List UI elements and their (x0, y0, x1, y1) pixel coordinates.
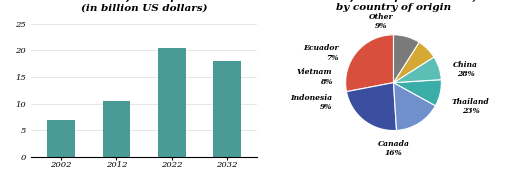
Text: Vietnam
8%: Vietnam 8% (296, 68, 332, 85)
Wedge shape (394, 42, 434, 83)
Wedge shape (394, 57, 441, 83)
Bar (158, 48, 185, 157)
Text: the bar chart: the bar chart (103, 169, 185, 180)
Wedge shape (394, 83, 436, 130)
Wedge shape (347, 83, 396, 131)
Title: US seafood imports in 2022,
by country of origin: US seafood imports in 2022, by country o… (311, 0, 476, 12)
Bar (213, 61, 241, 157)
Text: Canada
16%: Canada 16% (377, 140, 410, 157)
Wedge shape (346, 35, 394, 92)
Text: Indonesia
9%: Indonesia 9% (290, 94, 332, 111)
Text: Ecuador
7%: Ecuador 7% (303, 44, 338, 62)
Bar (47, 120, 75, 157)
Text: the pie chart: the pie chart (353, 169, 434, 180)
Text: China
28%: China 28% (453, 61, 478, 78)
Text: Other
9%: Other 9% (369, 13, 394, 30)
Bar (102, 101, 130, 157)
Text: Thailand
23%: Thailand 23% (452, 98, 489, 115)
Wedge shape (394, 80, 441, 106)
Wedge shape (394, 35, 419, 83)
Title: US seafood imports
(in billion US dollars): US seafood imports (in billion US dollar… (81, 0, 207, 12)
